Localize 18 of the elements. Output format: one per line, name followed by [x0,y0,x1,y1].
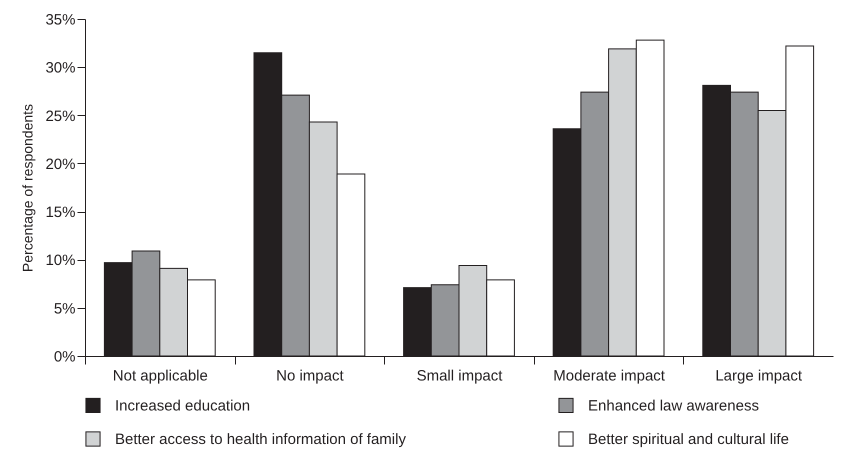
legend-label: Better spiritual and cultural life [588,431,789,448]
legend-label: Enhanced law awareness [588,397,759,414]
y-tick-label: 25% [45,108,76,125]
y-tick-label: 20% [45,156,76,173]
y-tick-label: 10% [45,252,76,270]
x-tick-label: No impact [276,368,344,384]
y-tick-label: 35% [45,12,76,28]
x-tick-label: Not applicable [112,368,208,384]
y-tick-label: 15% [45,204,76,222]
y-tick-label: 0% [54,348,76,366]
x-tick-label: Large impact [715,368,803,384]
legend-label: Increased education [115,397,250,414]
y-axis-title: Percentage of respondents [19,104,36,272]
y-tick-label: 5% [54,300,76,318]
y-tick-label: 30% [45,60,76,77]
x-tick-label: Small impact [416,368,504,384]
legend-label: Better access to health information of family [115,431,406,448]
x-tick-label: Moderate impact [553,368,666,384]
